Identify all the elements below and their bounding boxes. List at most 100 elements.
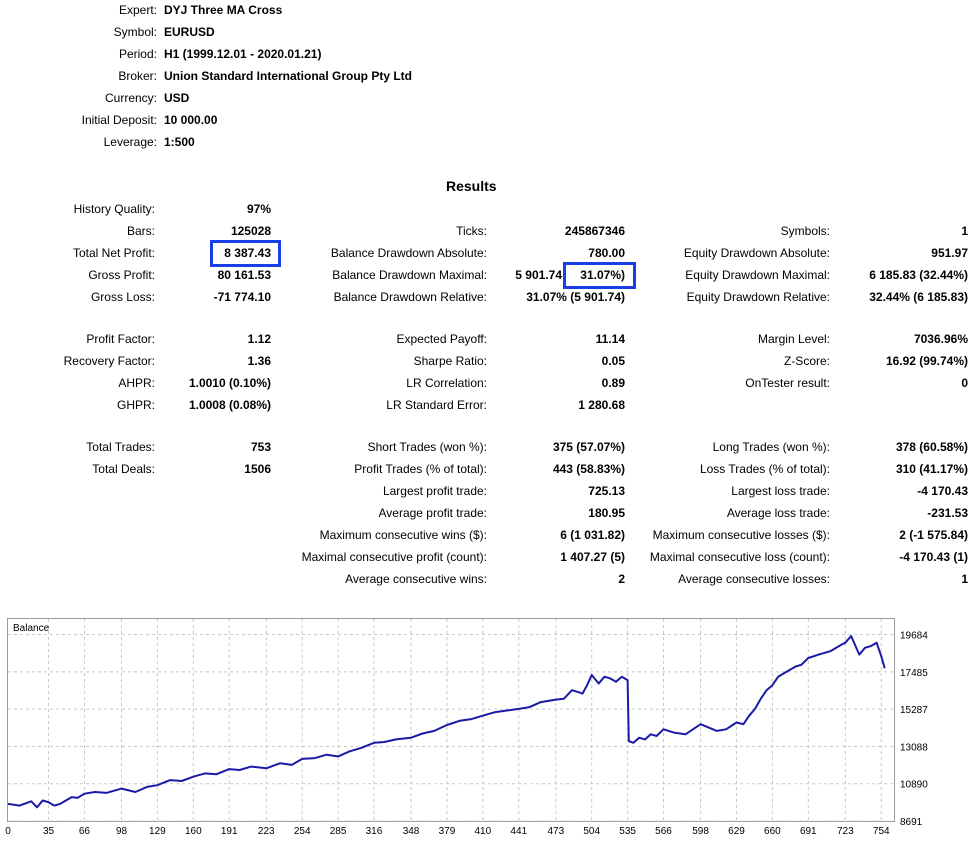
col2-value: 0.05 (601, 354, 625, 368)
col3-label: Largest loss trade: (731, 484, 830, 498)
header-value: H1 (1999.12.01 - 2020.01.21) (164, 47, 322, 61)
col3-label: Z-Score: (783, 354, 830, 368)
x-tick-label: 629 (728, 826, 745, 837)
col3-value: 2 (-1 575.84) (899, 528, 968, 542)
header-label: Symbol: (113, 25, 157, 39)
col1-value: 1506 (244, 462, 271, 476)
x-tick-label: 129 (149, 826, 166, 837)
header-label: Initial Deposit: (81, 113, 157, 127)
col2-value: 11.14 (595, 332, 625, 346)
x-tick-label: 316 (366, 826, 383, 837)
x-tick-label: 0 (5, 826, 11, 837)
col1-label: Profit Factor: (86, 332, 155, 346)
col2-label: Balance Drawdown Absolute: (330, 246, 487, 260)
header-label: Currency: (104, 91, 157, 105)
col1-label: Gross Loss: (90, 290, 155, 304)
col2-label: Expected Payoff: (396, 332, 487, 346)
drawdown-percent-highlight (563, 262, 636, 289)
col3-value: 1 (961, 572, 968, 586)
col3-label: Equity Drawdown Maximal: (685, 268, 830, 282)
col3-label: Average consecutive losses: (678, 572, 830, 586)
header-value: 1:500 (164, 135, 195, 149)
col3-value: -231.53 (927, 506, 968, 520)
x-tick-label: 441 (510, 826, 527, 837)
x-tick-label: 98 (116, 826, 128, 837)
col2-label: LR Standard Error: (386, 398, 487, 412)
x-tick-label: 691 (800, 826, 817, 837)
x-tick-label: 160 (185, 826, 202, 837)
header-label: Leverage: (103, 135, 157, 149)
y-tick-label: 8691 (900, 817, 923, 828)
y-tick-label: 10890 (900, 780, 928, 791)
col3-value: 310 (41.17%) (895, 462, 968, 476)
col3-value: 1 (961, 224, 968, 238)
col3-value: 6 185.83 (32.44%) (869, 268, 968, 282)
x-tick-label: 410 (475, 826, 492, 837)
col3-value: -4 170.43 (1) (899, 550, 968, 564)
x-tick-label: 660 (764, 826, 781, 837)
col2-value: 180.95 (588, 506, 625, 520)
col2-value: 6 (1 031.82) (560, 528, 625, 542)
header-value: Union Standard International Group Pty L… (164, 69, 412, 83)
y-tick-label: 15287 (900, 705, 928, 716)
col1-value: 753 (250, 440, 271, 454)
header-value: EURUSD (164, 25, 215, 39)
x-tick-label: 754 (873, 826, 890, 837)
x-tick-label: 535 (619, 826, 636, 837)
col2-value: 725.13 (588, 484, 625, 498)
col2-value: 1 280.68 (578, 398, 625, 412)
balance-chart-panel (7, 618, 895, 822)
x-tick-label: 504 (583, 826, 600, 837)
x-tick-label: 223 (258, 826, 275, 837)
x-tick-label: 191 (221, 826, 238, 837)
header-label: Expert: (118, 3, 157, 17)
header-value: DYJ Three MA Cross (164, 3, 283, 17)
col2-value: 31.07% (5 901.74) (526, 290, 625, 304)
col3-label: Loss Trades (% of total): (699, 462, 830, 476)
col3-value: 951.97 (931, 246, 968, 260)
col2-label: Average profit trade: (378, 506, 487, 520)
col3-label: Symbols: (780, 224, 830, 238)
col3-value: 7036.96% (913, 332, 968, 346)
col3-value: 32.44% (6 185.83) (869, 290, 968, 304)
col2-value: 245867346 (564, 224, 625, 238)
col3-label: Equity Drawdown Relative: (686, 290, 830, 304)
col2-value: 375 (57.07%) (552, 440, 625, 454)
col3-label: Equity Drawdown Absolute: (683, 246, 830, 260)
col1-label: Recovery Factor: (63, 354, 155, 368)
col1-label: Total Net Profit: (72, 246, 155, 260)
col1-value: 8 387.43 (224, 246, 271, 260)
x-tick-label: 66 (79, 826, 91, 837)
col3-label: OnTester result: (745, 376, 830, 390)
col2-label: Maximal consecutive profit (count): (301, 550, 487, 564)
x-tick-label: 473 (547, 826, 564, 837)
col1-value: -71 774.10 (213, 290, 271, 304)
col1-value: 1.36 (247, 354, 271, 368)
col3-label: Margin Level: (757, 332, 830, 346)
col1-value: 80 161.53 (217, 268, 271, 282)
col1-label: Gross Profit: (88, 268, 155, 282)
col2-label: LR Correlation: (406, 376, 487, 390)
col2-label: Short Trades (won %): (367, 440, 487, 454)
header-label: Broker: (118, 69, 157, 83)
col1-value: 1.0008 (0.08%) (188, 398, 271, 412)
col2-label: Largest profit trade: (382, 484, 487, 498)
col3-label: Maximal consecutive loss (count): (649, 550, 830, 564)
col2-value: 1 407.27 (5) (560, 550, 625, 564)
col2-label: Balance Drawdown Maximal: (332, 268, 487, 282)
header-value: USD (164, 91, 190, 105)
col2-value: 2 (618, 572, 625, 586)
col2-label: Maximum consecutive wins ($): (319, 528, 487, 542)
col1-label: AHPR: (118, 376, 155, 390)
col2-label: Profit Trades (% of total): (354, 462, 487, 476)
col1-label: GHPR: (116, 398, 155, 412)
y-tick-label: 17485 (900, 668, 928, 679)
x-tick-label: 285 (330, 826, 347, 837)
x-tick-label: 254 (294, 826, 311, 837)
col2-label: Balance Drawdown Relative: (333, 290, 487, 304)
col2-value: 5 901.74 (515, 268, 562, 282)
balance-series-line (7, 635, 886, 809)
x-tick-label: 379 (439, 826, 456, 837)
x-tick-label: 723 (837, 826, 854, 837)
